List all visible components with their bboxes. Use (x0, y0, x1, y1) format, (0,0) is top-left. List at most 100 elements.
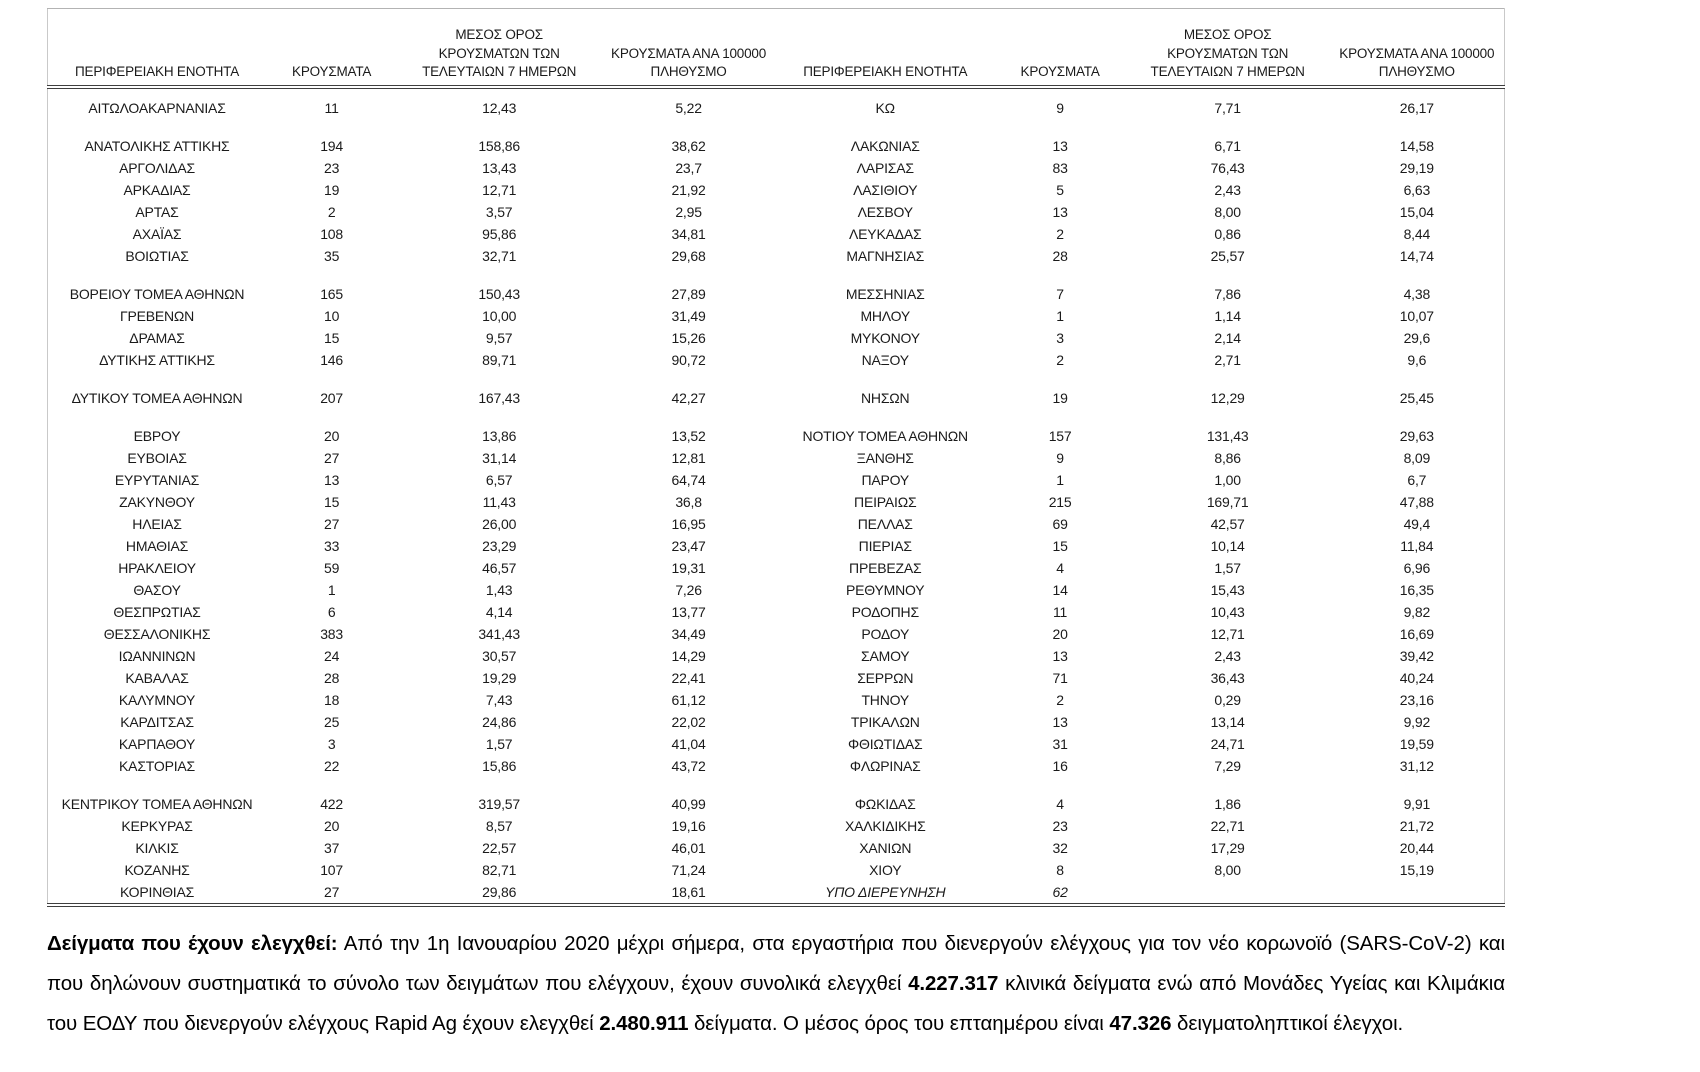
cell-region: ΒΟΙΩΤΙΑΣ (125, 248, 189, 264)
cell-per100k: 71,24 (671, 862, 706, 878)
cell-region: ΔΥΤΙΚΗΣ ΑΤΤΙΚΗΣ (99, 352, 215, 368)
cell-per100k: 14,29 (671, 648, 706, 664)
cell-per100k: 8,09 (1403, 450, 1431, 466)
footer-bold-value: 47.326 (1109, 1012, 1172, 1035)
cell-per100k: 15,04 (1399, 204, 1434, 220)
cell-per100k: 18,61 (671, 884, 706, 900)
cell-7day-average: 95,86 (482, 226, 517, 242)
cell-per100k (601, 267, 776, 283)
cell-per100k: 27,89 (671, 286, 706, 302)
cell-per100k: 29,63 (1399, 428, 1434, 444)
cell-region: ΚΑΒΑΛΑΣ (125, 670, 189, 686)
cell-region: ΚΑΛΥΜΝΟΥ (118, 692, 196, 708)
cell-7day-average: 12,29 (1210, 390, 1245, 406)
cell-cases: 22 (324, 758, 340, 774)
cell-region: ΗΛΕΙΑΣ (132, 516, 182, 532)
cell-per100k (601, 777, 776, 793)
cell-cases: 28 (324, 670, 340, 686)
cell-cases: 13 (1052, 204, 1068, 220)
column-header-region-left: ΠΕΡΙΦΕΡΕΙΑΚΗ ΕΝΟΤΗΤΑ (74, 63, 240, 79)
table-row: ΑΧΑΪΑΣ 108 95,86 34,81 ΛΕΥΚΑΔΑΣ 2 0,86 8,44 (48, 223, 1505, 245)
cell-per100k: 10,07 (1399, 308, 1434, 324)
column-header-7day-average-right: ΜΕΣΟΣ ΟΡΟΣ ΚΡΟΥΣΜΑΤΩΝ ΤΩΝ ΤΕΛΕΥΤΑΙΩΝ 7 Η… (1150, 27, 1305, 79)
cell-per100k: 14,58 (1399, 138, 1434, 154)
cell-per100k: 41,04 (671, 736, 706, 752)
cell-per100k (601, 409, 776, 425)
cell-cases: 27 (324, 884, 340, 900)
cell-region: ΑΡΚΑΔΙΑΣ (123, 182, 191, 198)
table-row: ΔΥΤΙΚΗΣ ΑΤΤΙΚΗΣ 146 89,71 90,72 ΝΑΞΟΥ 2 2,71 9,… (48, 349, 1505, 371)
table-row: ΙΩΑΝΝΙΝΩΝ 24 30,57 14,29 ΣΑΜΟΥ 13 2,43 39,42 (48, 645, 1505, 667)
cell-7day-average: 2,43 (1214, 648, 1241, 664)
cell-per100k: 31,12 (1399, 758, 1434, 774)
footer-text: Από την 1η Ιανουαρίου 2020 μέχρι σήμερα,… (47, 932, 1506, 995)
cell-region: ΜΕΣΣΗΝΙΑΣ (845, 286, 925, 302)
spacer-row (48, 777, 1505, 793)
table-row: ΒΟΡΕΙΟΥ ΤΟΜΕΑ ΑΘΗΝΩΝ 165 150,43 27,89 ΜΕΣΣΗΝ… (48, 283, 1505, 305)
cell-7day-average: 10,14 (1210, 538, 1245, 554)
cell-cases: 6 (327, 604, 336, 620)
cell-region: ΠΕΛΛΑΣ (857, 516, 913, 532)
cell-7day-average: 11,43 (482, 494, 516, 510)
cell-per100k: 43,72 (671, 758, 706, 774)
cell-7day-average (397, 371, 601, 387)
cell-per100k: 38,62 (671, 138, 706, 154)
cell-cases: 25 (324, 714, 340, 730)
cell-7day-average: 24,71 (1210, 736, 1245, 752)
spacer-row (48, 371, 1505, 387)
cell-region: ΠΑΡΟΥ (861, 472, 910, 488)
cell-region (776, 119, 995, 135)
cell-per100k: 21,92 (671, 182, 706, 198)
cell-per100k: 20,44 (1399, 840, 1434, 856)
cell-7day-average: 169,71 (1206, 494, 1249, 510)
cell-7day-average: 9,57 (485, 330, 513, 346)
cell-7day-average (397, 119, 601, 135)
footer-bold-value: Δείγματα που έχουν ελεγχθεί: (47, 932, 338, 955)
cell-per100k: 23,47 (671, 538, 706, 554)
cell-7day-average: 0,29 (1214, 692, 1241, 708)
table-row: ΑΡΚΑΔΙΑΣ 19 12,71 21,92 ΛΑΣΙΘΙΟΥ 5 2,43 6,63 (48, 179, 1505, 201)
cell-cases: 13 (1052, 138, 1068, 154)
cell-7day-average: 1,57 (485, 736, 513, 752)
cell-per100k: 90,72 (671, 352, 706, 368)
cell-region: ΚΑΡΔΙΤΣΑΣ (120, 714, 194, 730)
cell-7day-average: 150,43 (478, 286, 520, 302)
cell-region (48, 119, 267, 135)
cell-cases (995, 777, 1126, 793)
cell-per100k: 19,31 (671, 560, 706, 576)
table-row: ΑΡΤΑΣ 2 3,57 2,95 ΛΕΣΒΟΥ 13 8,00 15,04 (48, 201, 1505, 223)
cell-cases: 15 (324, 494, 340, 510)
table-row: ΑΝΑΤΟΛΙΚΗΣ ΑΤΤΙΚΗΣ 194 158,86 38,62 ΛΑΚΩΝΙΑΣ… (48, 135, 1505, 157)
cell-cases: 1 (1056, 308, 1064, 324)
cell-region: ΚΕΡΚΥΡΑΣ (121, 818, 193, 834)
cell-per100k: 16,95 (671, 516, 706, 532)
cell-per100k: 34,81 (671, 226, 706, 242)
cell-7day-average: 6,57 (485, 472, 513, 488)
cell-7day-average: 15,43 (1210, 582, 1245, 598)
cell-cases: 31 (1052, 736, 1068, 752)
cell-cases: 9 (1056, 100, 1064, 116)
cell-cases (995, 409, 1126, 425)
footer-text: δείγματα. Ο μέσος όρος του επταημέρου εί… (688, 1012, 1110, 1035)
cell-region: ΝΑΞΟΥ (861, 352, 910, 368)
spacer-row (48, 119, 1505, 135)
cell-region: ΜΑΓΝΗΣΙΑΣ (846, 248, 925, 264)
cell-7day-average: 158,86 (478, 138, 520, 154)
cell-per100k: 11,84 (1400, 538, 1434, 554)
table-row: ΕΥΡΥΤΑΝΙΑΣ 13 6,57 64,74 ΠΑΡΟΥ 1 1,00 6,7 (48, 469, 1505, 491)
cell-region: ΚΙΛΚΙΣ (135, 840, 179, 856)
cell-per100k: 6,63 (1403, 182, 1431, 198)
cell-region: ΡΟΔΟΠΗΣ (851, 604, 920, 620)
cell-per100k: 23,7 (675, 160, 702, 176)
cell-per100k (1330, 267, 1505, 283)
cell-region: ΛΕΣΒΟΥ (857, 204, 913, 220)
cell-7day-average: 1,43 (485, 582, 513, 598)
cell-per100k: 9,6 (1407, 352, 1427, 368)
cell-cases: 24 (324, 648, 340, 664)
cell-region: ΕΒΡΟΥ (133, 428, 181, 444)
table-row: ΚΑΡΠΑΘΟΥ 3 1,57 41,04 ΦΘΙΩΤΙΔΑΣ 31 24,71 19,59 (48, 733, 1505, 755)
cell-per100k: 5,22 (675, 100, 702, 116)
cell-cases: 7 (1056, 286, 1064, 302)
cell-per100k: 22,02 (671, 714, 706, 730)
cell-7day-average: 341,43 (478, 626, 520, 642)
